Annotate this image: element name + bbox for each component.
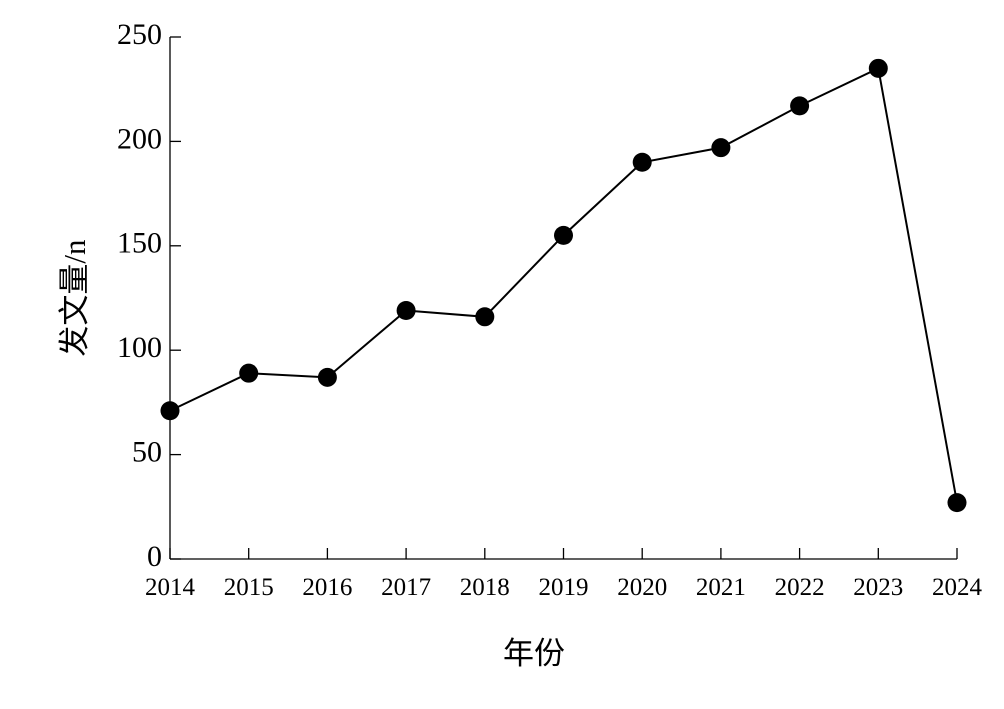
x-tick-label: 2024	[932, 574, 983, 601]
data-point-2022	[790, 96, 810, 116]
x-tick-label: 2018	[460, 574, 510, 601]
data-point-2015	[239, 363, 259, 383]
y-tick-label: 200	[117, 122, 162, 155]
x-ticks: 2014 2015 2016 2017 2018 2019 2020 2021 2022 2023…	[145, 548, 983, 601]
y-ticks: 0 50 100 150 200 250	[117, 18, 181, 573]
x-tick-label: 2017	[381, 574, 431, 601]
y-axis-title: 发文量/n	[57, 239, 92, 357]
x-tick-label: 2021	[696, 574, 746, 601]
data-point-2014	[160, 401, 180, 421]
data-point-2016	[317, 367, 337, 387]
x-tick-label: 2015	[224, 574, 274, 601]
data-point-2024	[947, 493, 967, 513]
y-axis-title-text: 发文量/n	[57, 239, 92, 357]
x-tick-label: 2016	[302, 574, 352, 601]
data-point-2021	[711, 138, 731, 158]
data-point-2020	[632, 152, 652, 172]
y-tick-label: 150	[117, 227, 162, 260]
x-tick-label: 2022	[775, 574, 825, 601]
data-point-2017	[396, 301, 416, 321]
y-tick-label: 0	[147, 540, 162, 573]
x-tick-label: 2019	[539, 574, 589, 601]
x-axis-title: 年份	[503, 636, 565, 671]
plot-area: 0 50 100 150 200 250 2014 2015 2016 2017 2018 2019…	[117, 18, 983, 601]
data-series	[160, 58, 967, 513]
x-tick-label: 2020	[617, 574, 667, 601]
data-point-2018	[475, 307, 495, 327]
x-tick-label: 2023	[853, 574, 903, 601]
y-tick-label: 100	[117, 331, 162, 364]
x-tick-label: 2014	[145, 574, 196, 601]
y-tick-label: 50	[132, 435, 162, 468]
data-point-2023	[868, 58, 888, 78]
data-point-2019	[554, 225, 573, 245]
y-tick-label: 250	[117, 18, 162, 51]
series-line	[169, 66, 958, 503]
